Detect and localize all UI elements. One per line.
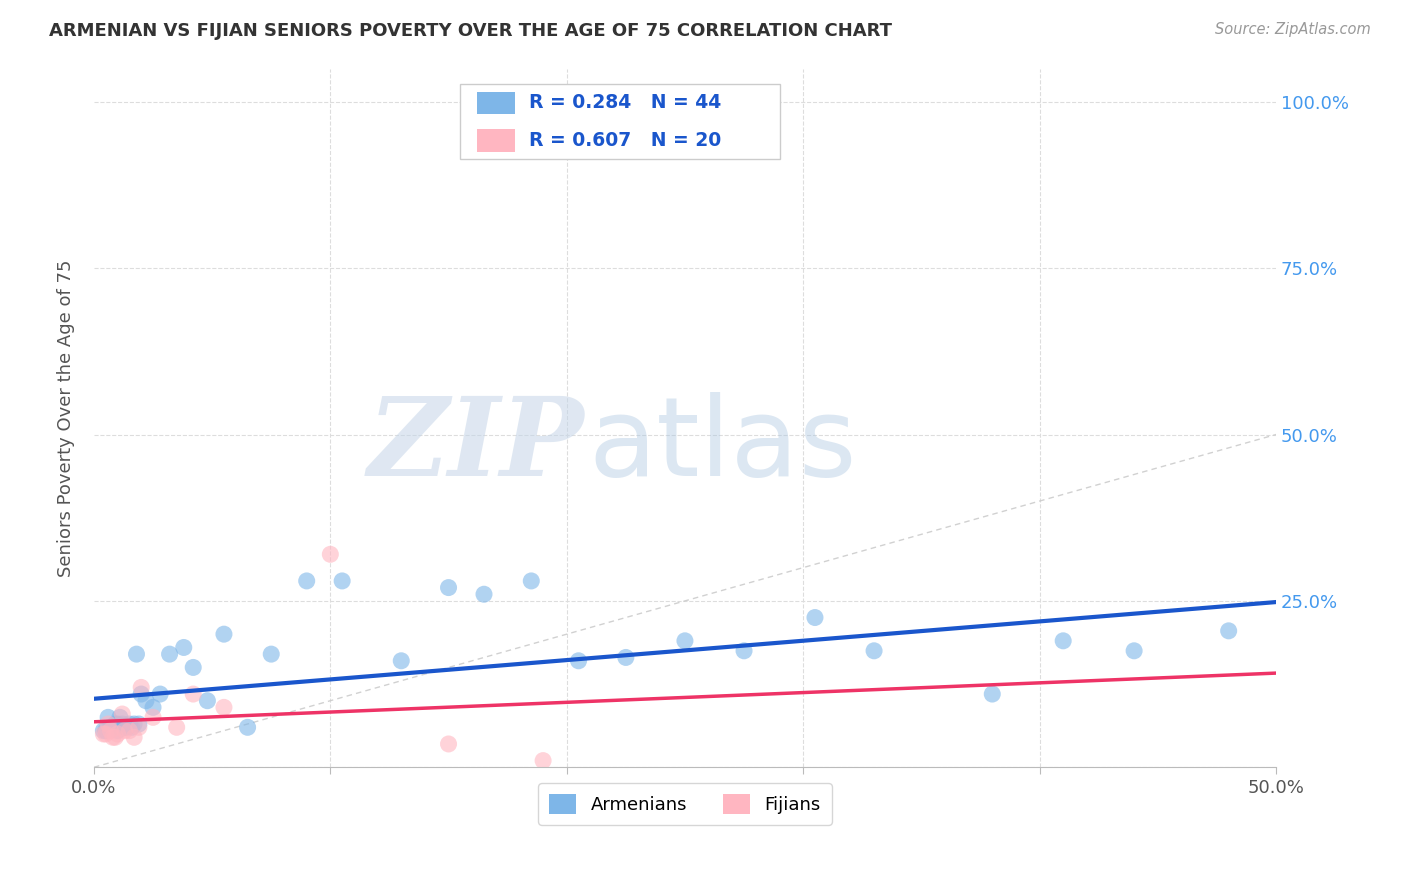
Point	[121, 720, 143, 734]
Point	[101, 720, 124, 734]
Point	[181, 660, 204, 674]
Text: Source: ZipAtlas.com: Source: ZipAtlas.com	[1215, 22, 1371, 37]
Point	[260, 647, 283, 661]
Point	[104, 717, 127, 731]
Point	[804, 610, 827, 624]
Point	[472, 587, 495, 601]
Point	[128, 717, 150, 731]
Point	[149, 687, 172, 701]
Point	[437, 737, 460, 751]
Point	[128, 720, 150, 734]
Point	[125, 647, 148, 661]
Point	[389, 654, 412, 668]
Point	[94, 723, 117, 738]
Point	[97, 717, 120, 731]
Point	[100, 720, 122, 734]
Point	[295, 574, 318, 588]
Point	[197, 694, 219, 708]
Point	[181, 687, 204, 701]
Point	[981, 687, 1004, 701]
FancyBboxPatch shape	[460, 84, 779, 160]
Point	[142, 700, 165, 714]
Text: R = 0.607   N = 20: R = 0.607 N = 20	[529, 131, 721, 150]
Text: R = 0.284   N = 44: R = 0.284 N = 44	[529, 94, 721, 112]
Point	[531, 754, 554, 768]
Text: ARMENIAN VS FIJIAN SENIORS POVERTY OVER THE AGE OF 75 CORRELATION CHART: ARMENIAN VS FIJIAN SENIORS POVERTY OVER …	[49, 22, 893, 40]
Point	[863, 644, 886, 658]
Point	[107, 717, 129, 731]
Point	[114, 723, 136, 738]
Point	[111, 717, 134, 731]
Point	[101, 731, 124, 745]
Point	[94, 727, 117, 741]
Point	[122, 731, 145, 745]
Point	[93, 723, 115, 738]
Legend: Armenians, Fijians: Armenians, Fijians	[538, 783, 832, 824]
Point	[111, 706, 134, 721]
Point	[520, 574, 543, 588]
Point	[173, 640, 195, 655]
Point	[129, 681, 152, 695]
Point	[212, 627, 235, 641]
Point	[142, 710, 165, 724]
Point	[107, 723, 129, 738]
Point	[1052, 633, 1074, 648]
Point	[159, 647, 181, 661]
Point	[115, 720, 138, 734]
Point	[733, 644, 755, 658]
Point	[97, 710, 120, 724]
Point	[100, 723, 122, 738]
Point	[118, 723, 141, 738]
Text: ZIP: ZIP	[368, 392, 585, 500]
Point	[330, 574, 353, 588]
Point	[319, 547, 342, 561]
Point	[129, 687, 152, 701]
Point	[567, 654, 589, 668]
Point	[122, 717, 145, 731]
Point	[93, 727, 115, 741]
Y-axis label: Seniors Poverty Over the Age of 75: Seniors Poverty Over the Age of 75	[58, 260, 75, 576]
Point	[118, 717, 141, 731]
Text: atlas: atlas	[588, 392, 856, 500]
Point	[108, 710, 131, 724]
Point	[104, 731, 127, 745]
Bar	[477, 129, 515, 152]
Point	[114, 720, 136, 734]
Point	[1123, 644, 1146, 658]
Point	[135, 694, 157, 708]
Point	[236, 720, 259, 734]
Point	[437, 581, 460, 595]
Point	[212, 700, 235, 714]
Bar	[477, 92, 515, 114]
Point	[673, 633, 696, 648]
Point	[166, 720, 188, 734]
Point	[1218, 624, 1240, 638]
Point	[614, 650, 637, 665]
Point	[107, 727, 129, 741]
